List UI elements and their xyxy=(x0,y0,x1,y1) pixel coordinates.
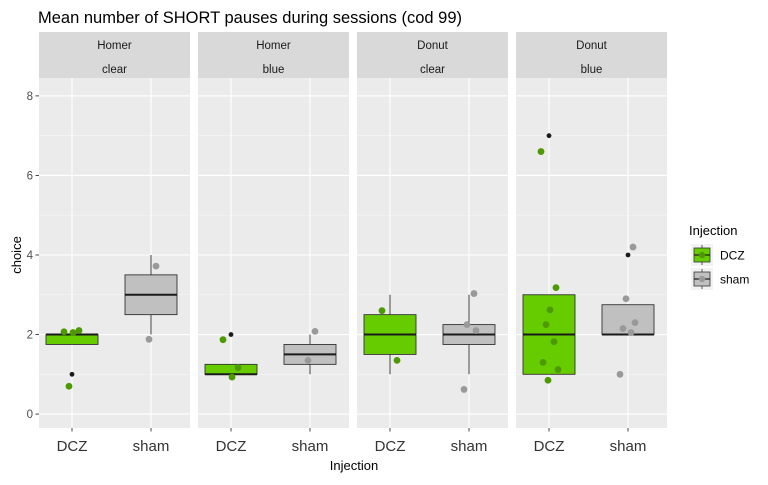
jitter-point xyxy=(546,306,554,314)
outlier-point xyxy=(546,133,552,139)
y-tick-label: 2 xyxy=(27,330,33,342)
jitter-point xyxy=(393,356,401,364)
legend-key-point xyxy=(698,251,706,259)
x-tick-label: DCZ xyxy=(375,438,406,455)
jitter-point xyxy=(550,338,558,346)
x-tick-label: DCZ xyxy=(216,438,247,455)
y-axis: 0 2 4 6 8 xyxy=(27,91,39,421)
jitter-point xyxy=(463,321,471,328)
facet-strip-label-top: Donut xyxy=(576,40,607,52)
jitter-point xyxy=(311,327,319,335)
facet-strip-label-top: Homer xyxy=(256,40,291,52)
jitter-point xyxy=(460,386,468,393)
facet-strip-label-bottom: clear xyxy=(102,64,127,76)
jitter-point xyxy=(616,370,624,378)
box-group xyxy=(442,290,496,393)
facet-strip xyxy=(516,32,667,78)
legend: Injection DCZ sham xyxy=(689,223,749,290)
x-tick-label: sham xyxy=(451,438,488,455)
facet-panel: Donut blue DCZ sham xyxy=(516,32,667,455)
panel-background xyxy=(198,78,349,428)
box-group xyxy=(601,243,655,378)
box-group xyxy=(363,294,417,375)
box-group xyxy=(124,254,178,343)
jitter-point xyxy=(69,329,77,336)
jitter-point xyxy=(234,364,242,371)
facet-strip xyxy=(39,32,190,78)
x-tick-label: DCZ xyxy=(57,438,88,455)
jitter-point xyxy=(619,325,627,332)
outlier-point xyxy=(69,371,75,377)
legend-label: sham xyxy=(720,273,749,287)
jitter-point xyxy=(539,358,547,366)
facet-strip-label-top: Homer xyxy=(97,40,132,52)
jitter-point xyxy=(554,366,562,373)
jitter-point xyxy=(542,321,550,328)
facet-strip xyxy=(198,32,349,78)
jitter-point xyxy=(631,319,639,327)
jitter-point xyxy=(472,327,480,334)
jitter-point xyxy=(537,148,545,155)
panel-background xyxy=(516,78,667,428)
legend-item: sham xyxy=(691,268,749,290)
legend-key-point xyxy=(698,275,706,283)
jitter-point xyxy=(228,373,236,381)
facet-panels: Homer clear DCZ sham Homer blue DCZ sham Donut cl… xyxy=(39,32,667,455)
jitter-point xyxy=(627,329,635,336)
x-tick-label: sham xyxy=(292,438,329,455)
jitter-point xyxy=(152,262,160,270)
panel-background xyxy=(357,78,508,428)
jitter-point xyxy=(145,335,153,343)
box-group xyxy=(522,133,576,384)
x-tick-label: sham xyxy=(610,438,647,455)
jitter-point xyxy=(65,382,73,390)
panel-background xyxy=(39,78,190,428)
y-tick-label: 4 xyxy=(27,250,34,262)
y-tick-label: 8 xyxy=(27,91,33,103)
jitter-point xyxy=(378,307,386,315)
legend-title: Injection xyxy=(689,223,737,238)
y-axis-title: choice xyxy=(9,236,24,274)
jitter-point xyxy=(470,290,478,297)
facet-panel: Homer blue DCZ sham xyxy=(198,32,349,455)
y-tick-label: 0 xyxy=(27,409,33,421)
facet-strip-label-bottom: clear xyxy=(420,64,445,76)
jitter-point xyxy=(552,284,560,292)
jitter-point xyxy=(629,243,637,251)
jitter-point xyxy=(75,327,83,334)
x-tick-label: DCZ xyxy=(534,438,565,455)
x-axis-title: Injection xyxy=(330,458,378,473)
chart-title: Mean number of SHORT pauses during sessi… xyxy=(38,9,462,27)
outlier-point xyxy=(228,332,234,337)
facet-strip-label-top: Donut xyxy=(417,40,448,52)
jitter-point xyxy=(622,295,630,303)
legend-item: DCZ xyxy=(691,244,745,266)
jitter-point xyxy=(304,356,312,364)
box-group xyxy=(204,332,258,381)
box-iqr xyxy=(204,363,258,375)
y-tick-label: 6 xyxy=(27,170,33,182)
outlier-point xyxy=(625,252,631,258)
facet-strip-label-bottom: blue xyxy=(263,64,285,76)
facet-panel: Donut clear DCZ sham xyxy=(357,32,508,455)
facet-strip xyxy=(357,32,508,78)
box-group xyxy=(283,327,337,375)
jitter-point xyxy=(544,376,552,384)
box-iqr xyxy=(45,334,99,345)
facet-strip-label-bottom: blue xyxy=(581,64,603,76)
box-iqr xyxy=(601,304,655,335)
jitter-point xyxy=(219,336,227,344)
box-group xyxy=(45,327,99,390)
legend-label: DCZ xyxy=(720,249,745,263)
jitter-point xyxy=(60,328,68,336)
facet-panel: Homer clear DCZ sham xyxy=(39,32,190,455)
x-tick-label: sham xyxy=(133,438,170,455)
